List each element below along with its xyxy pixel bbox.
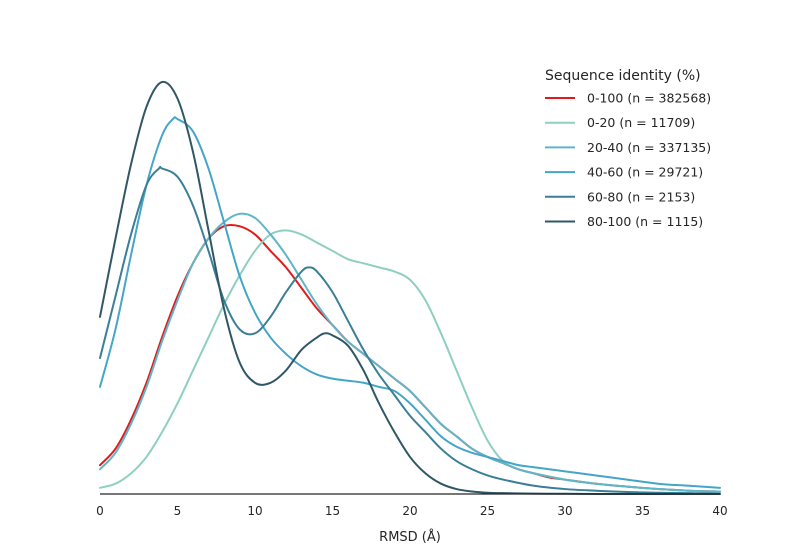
series-layer (99, 80, 721, 495)
legend-label: 0-100 (n = 382568) (587, 91, 711, 106)
legend-series-name: 60-80 (587, 189, 623, 204)
x-axis-label: RMSD (Å) (379, 529, 441, 545)
series-line-60-80 (99, 165, 721, 495)
x-tick-label: 5 (174, 504, 182, 518)
legend-series-name: 0-20 (587, 115, 615, 130)
legend-items: 0-100 (n = 382568) 0-20 (n = 11709) 20-40 (n … (545, 91, 711, 229)
legend-label: 20-40 (n = 337135) (587, 140, 711, 155)
legend-series-count: (n = 382568) (627, 91, 711, 106)
legend-item: 40-60 (n = 29721) (545, 165, 703, 180)
x-tick-label: 40 (712, 504, 727, 518)
legend-series-count: (n = 29721) (627, 165, 703, 180)
legend-item: 0-100 (n = 382568) (545, 91, 711, 106)
legend-series-count: (n = 337135) (627, 140, 711, 155)
x-tick-label: 35 (635, 504, 650, 518)
x-tick-labels: 0 5 10 15 20 25 30 35 40 (96, 504, 727, 518)
legend-series-name: 20-40 (587, 140, 623, 155)
x-tick-label: 15 (325, 504, 340, 518)
legend-series-count: (n = 11709) (619, 115, 695, 130)
x-tick-label: 0 (96, 504, 104, 518)
x-tick-label: 30 (557, 504, 572, 518)
legend: Sequence identity (%) 0-100 (n = 382568)0… (545, 68, 711, 229)
x-tick-label: 10 (247, 504, 262, 518)
legend-label: 40-60 (n = 29721) (587, 165, 703, 180)
legend-series-count: (n = 1115) (635, 214, 703, 229)
legend-item: 80-100 (n = 1115) (545, 214, 703, 229)
legend-item: 60-80 (n = 2153) (545, 189, 695, 204)
legend-series-count: (n = 2153) (627, 189, 695, 204)
legend-label: 80-100 (n = 1115) (587, 214, 703, 229)
legend-series-name: 0-100 (587, 91, 623, 106)
legend-series-name: 40-60 (587, 165, 623, 180)
legend-title: Sequence identity (%) (545, 68, 701, 84)
x-tick-label: 25 (480, 504, 495, 518)
legend-item: 20-40 (n = 337135) (545, 140, 711, 155)
legend-label: 60-80 (n = 2153) (587, 189, 695, 204)
x-tick-label: 20 (402, 504, 417, 518)
series-line-40-60 (99, 116, 721, 489)
series-line-0-20 (99, 229, 721, 493)
legend-item: 0-20 (n = 11709) (545, 115, 695, 130)
legend-label: 0-20 (n = 11709) (587, 115, 695, 130)
series-line-20-40 (99, 212, 721, 493)
legend-series-name: 80-100 (587, 214, 631, 229)
